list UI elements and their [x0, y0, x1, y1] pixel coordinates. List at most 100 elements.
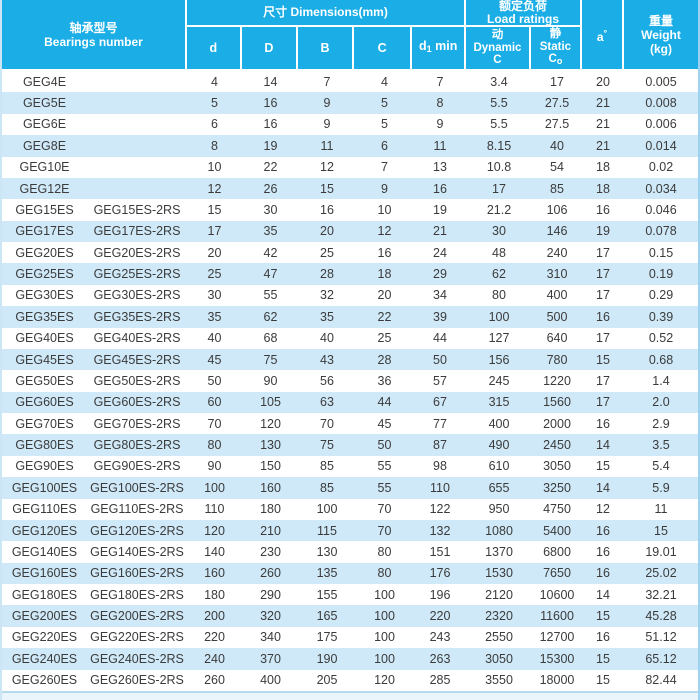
cell-d1min: 110	[430, 480, 450, 495]
header-load-ratings-text: 额定负荷 Load ratings	[486, 0, 559, 26]
header-dimensions-columns: d D B C d1 min	[187, 27, 464, 69]
header-col-D: D	[242, 27, 299, 69]
header-weight-en: Weight	[641, 27, 681, 42]
table-row: GEG100ES GEG100ES-2RS 100 160 85 55 110 655 3250…	[2, 477, 698, 499]
cell-dynamic-c: 21.2	[486, 202, 512, 217]
cell-C: 16	[377, 245, 392, 260]
cell-D: 14	[263, 74, 278, 89]
cell-static-co: 6800	[543, 544, 571, 559]
cell-bearing-model: GEG90ES	[15, 459, 74, 474]
cell-bearing-model: GEG100ES	[11, 480, 78, 495]
cell-dynamic-c: 315	[488, 395, 510, 410]
cell-d: 70	[207, 416, 222, 431]
cell-angle-a: 17	[596, 331, 610, 346]
header-dynamic-en: Dynamic	[473, 41, 522, 54]
cell-D: 22	[263, 160, 278, 175]
cell-dynamic-c: 127	[488, 331, 510, 346]
cell-dynamic-c: 30	[492, 224, 506, 239]
cell-D: 290	[260, 587, 281, 602]
table-row: GEG40ES GEG40ES-2RS 40 68 40 25 44 127 640 17 0.52	[2, 327, 698, 349]
cell-angle-a: 14	[596, 438, 610, 453]
cell-d1min: 67	[433, 395, 447, 410]
cell-bearing-model: GEG50ES	[15, 373, 74, 388]
cell-D: 210	[260, 523, 281, 538]
cell-angle-a: 12	[596, 502, 610, 517]
cell-dynamic-c: 62	[492, 267, 506, 282]
cell-angle-a: 15	[596, 651, 610, 666]
cell-C: 80	[377, 544, 392, 559]
header-col-d1min: d1 min	[412, 27, 464, 69]
cell-angle-a: 15	[596, 609, 610, 624]
cell-bearing-model-2rs: GEG25ES-2RS	[93, 267, 181, 282]
table-row: GEG110ES GEG110ES-2RS 110 180 100 70 122 950 475…	[2, 498, 698, 520]
cell-d: 6	[211, 117, 218, 132]
cell-D: 16	[263, 96, 278, 111]
cell-C: 5	[381, 117, 388, 132]
cell-weight: 5.4	[652, 459, 670, 474]
cell-bearing-model-2rs	[87, 71, 187, 92]
cell-D: 75	[263, 352, 278, 367]
cell-C: 10	[377, 202, 392, 217]
cell-C: 70	[377, 523, 392, 538]
cell-angle-a: 17	[596, 267, 610, 282]
table-row: GEG6E 6 16 9 5 9 5.5 27.5 21 0.006	[2, 113, 698, 136]
cell-B: 9	[323, 96, 331, 111]
cell-dynamic-c: 156	[488, 352, 510, 367]
cell-angle-a: 14	[596, 480, 610, 495]
cell-B: 135	[316, 566, 338, 581]
cell-dynamic-c: 1370	[485, 544, 513, 559]
cell-angle-a: 16	[596, 309, 610, 324]
table-row: GEG220ES GEG220ES-2RS 220 340 175 100 243 2550 1…	[2, 626, 698, 649]
cell-weight: 19.01	[645, 544, 677, 559]
header-dynamic-symbol: C	[493, 54, 502, 67]
cell-d1min: 220	[429, 609, 451, 624]
header-col-d1min-label: d1 min	[419, 39, 458, 55]
cell-bearing-model-2rs	[87, 135, 187, 156]
cell-C: 9	[381, 181, 388, 196]
cell-weight: 0.034	[645, 181, 677, 196]
cell-angle-a: 16	[596, 566, 610, 581]
cell-d: 140	[204, 544, 225, 559]
header-load-columns: 动 Dynamic C 静 Static Co	[466, 27, 580, 69]
cell-C: 36	[377, 373, 392, 388]
cell-B: 43	[320, 352, 334, 367]
cell-B: 11	[320, 138, 334, 153]
cell-bearing-model-2rs: GEG70ES-2RS	[93, 416, 181, 431]
cell-C: 44	[377, 395, 392, 410]
cell-static-co: 3050	[543, 459, 571, 474]
cell-D: 130	[260, 438, 281, 453]
cell-d1min: 34	[433, 288, 447, 303]
cell-d: 30	[207, 288, 222, 303]
table-row: GEG140ES GEG140ES-2RS 140 230 130 80 151 1370 68…	[2, 541, 698, 563]
cell-static-co: 240	[546, 245, 568, 260]
cell-weight: 65.12	[645, 651, 677, 666]
cell-d1min: 151	[429, 544, 451, 559]
cell-dynamic-c: 2320	[485, 609, 513, 624]
cell-static-co: 780	[546, 352, 568, 367]
cell-d1min: 19	[433, 202, 447, 217]
cell-dynamic-c: 2120	[485, 587, 513, 602]
cell-static-co: 106	[546, 202, 568, 217]
cell-C: 6	[381, 138, 388, 153]
cell-static-co: 15300	[539, 651, 575, 666]
cell-d: 15	[207, 202, 222, 217]
cell-D: 320	[260, 609, 281, 624]
cell-B: 56	[320, 373, 334, 388]
cell-D: 68	[263, 331, 278, 346]
cell-weight: 3.5	[652, 438, 670, 453]
cell-angle-a: 17	[596, 245, 610, 260]
cell-D: 55	[263, 288, 278, 303]
cell-angle-a: 19	[596, 224, 610, 239]
cell-d1min: 8	[436, 96, 444, 111]
cell-weight: 0.68	[648, 352, 674, 367]
cell-B: 130	[316, 544, 338, 559]
cell-d: 200	[204, 609, 225, 624]
cell-static-co: 1220	[543, 373, 571, 388]
cell-weight: 2.9	[652, 416, 670, 431]
cell-weight: 25.02	[645, 566, 677, 581]
cell-d1min: 98	[433, 459, 447, 474]
table-header: 轴承型号 Bearings number 尺寸 Dimensions(mm) d…	[2, 0, 698, 71]
cell-d1min: 7	[436, 74, 444, 89]
cell-static-co: 4750	[543, 502, 571, 517]
cell-D: 230	[260, 544, 281, 559]
